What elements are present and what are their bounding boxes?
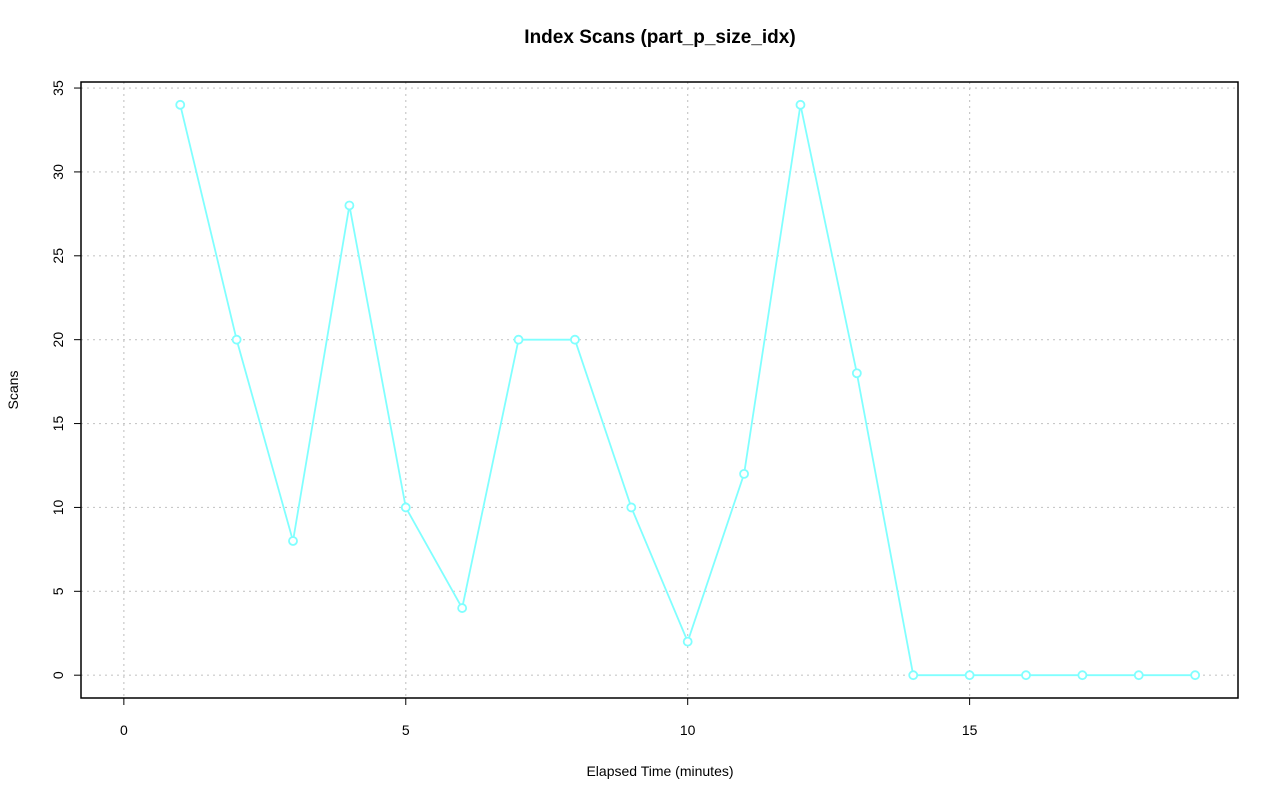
- data-point: [739, 468, 749, 479]
- y-tick-label: 0: [50, 671, 66, 679]
- data-point: [175, 99, 186, 110]
- data-point: [457, 603, 468, 613]
- y-tick-label: 20: [50, 332, 66, 348]
- data-point: [1021, 670, 1031, 681]
- data-point: [1133, 670, 1144, 681]
- y-tick-label: 35: [50, 80, 66, 96]
- data-point: [288, 536, 298, 546]
- x-tick-label: 10: [680, 722, 696, 738]
- y-tick-label: 5: [50, 587, 66, 595]
- plot-area: 0 5 10 15 0 5 10 15 20 25 30 35: [50, 80, 1238, 738]
- y-tick-label: 10: [50, 499, 66, 515]
- y-tick-label: 15: [50, 416, 66, 432]
- data-point: [964, 670, 975, 681]
- data-point: [513, 334, 524, 345]
- plot-border: [80, 81, 1239, 699]
- data-point: [851, 368, 862, 379]
- data-point: [1190, 670, 1201, 681]
- x-tick-label: 5: [402, 722, 410, 738]
- data-point: [344, 200, 355, 211]
- y-tick-label: 30: [50, 164, 66, 180]
- x-tick-label: 0: [120, 722, 128, 738]
- data-point: [400, 502, 411, 513]
- data-point: [1077, 670, 1088, 681]
- chart-title: Index Scans (part_p_size_idx): [524, 27, 795, 48]
- data-point: [795, 99, 806, 110]
- data-point: [682, 636, 693, 647]
- y-tick-label: 25: [50, 248, 66, 264]
- data-point: [908, 670, 919, 681]
- data-point: [231, 334, 242, 345]
- data-point: [570, 334, 580, 345]
- data-point: [626, 502, 637, 513]
- x-axis-label: Elapsed Time (minutes): [586, 763, 733, 779]
- y-axis-label: Scans: [5, 371, 21, 410]
- x-tick-label: 15: [962, 722, 978, 738]
